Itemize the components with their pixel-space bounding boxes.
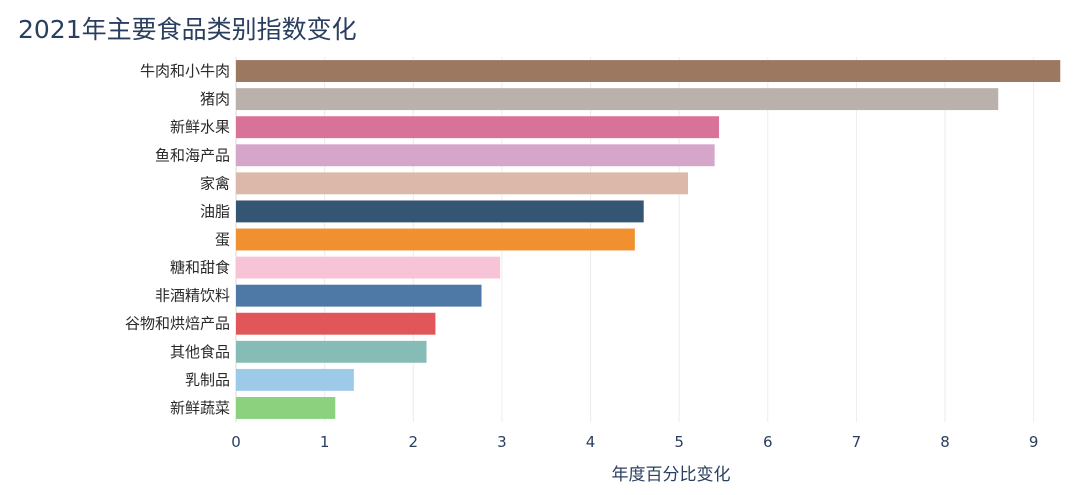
chart-title: 2021年主要食品类别指数变化 [18, 15, 357, 44]
category-label: 鱼和海产品 [155, 146, 230, 164]
category-label: 乳制品 [185, 371, 230, 389]
x-tick-label: 0 [231, 433, 241, 451]
bar[interactable] [236, 397, 336, 419]
bar[interactable] [236, 312, 436, 335]
x-tick-label: 8 [940, 433, 950, 451]
bar[interactable] [236, 200, 644, 223]
category-label: 新鲜水果 [170, 118, 230, 136]
bar[interactable] [236, 228, 635, 251]
bar[interactable] [236, 256, 501, 279]
x-tick-label: 6 [763, 433, 773, 451]
bar[interactable] [236, 144, 715, 167]
category-label: 非酒精饮料 [155, 287, 230, 305]
bar[interactable] [236, 284, 482, 307]
x-tick-label: 5 [674, 433, 684, 451]
x-tick-labels: 0 1 2 3 4 5 6 7 8 9 [231, 433, 1038, 451]
category-label: 糖和甜食 [170, 259, 230, 277]
category-label: 牛肉和小牛肉 [140, 62, 230, 80]
x-tick-label: 3 [497, 433, 507, 451]
x-tick-label: 9 [1029, 433, 1039, 451]
x-tick-label: 2 [408, 433, 418, 451]
bar[interactable] [236, 340, 427, 363]
category-label: 谷物和烘焙产品 [125, 315, 230, 333]
category-label: 新鲜蔬菜 [170, 399, 230, 417]
category-label: 猪肉 [200, 90, 230, 108]
x-tick-label: 1 [320, 433, 330, 451]
x-tick-label: 7 [852, 433, 862, 451]
bars-layer [236, 60, 1061, 419]
category-labels: 牛肉和小牛肉猪肉新鲜水果鱼和海产品家禽油脂蛋糖和甜食非酒精饮料谷物和烘焙产品其他… [125, 62, 230, 417]
bar[interactable] [236, 172, 689, 195]
bar[interactable] [236, 88, 999, 111]
x-tick-label: 4 [586, 433, 596, 451]
x-axis-title: 年度百分比变化 [612, 465, 731, 485]
category-label: 其他食品 [170, 343, 230, 361]
bar[interactable] [236, 368, 354, 391]
category-label: 家禽 [200, 174, 230, 192]
bar[interactable] [236, 116, 720, 139]
category-label: 蛋 [215, 231, 230, 249]
bar[interactable] [236, 60, 1061, 82]
category-label: 油脂 [200, 202, 230, 220]
